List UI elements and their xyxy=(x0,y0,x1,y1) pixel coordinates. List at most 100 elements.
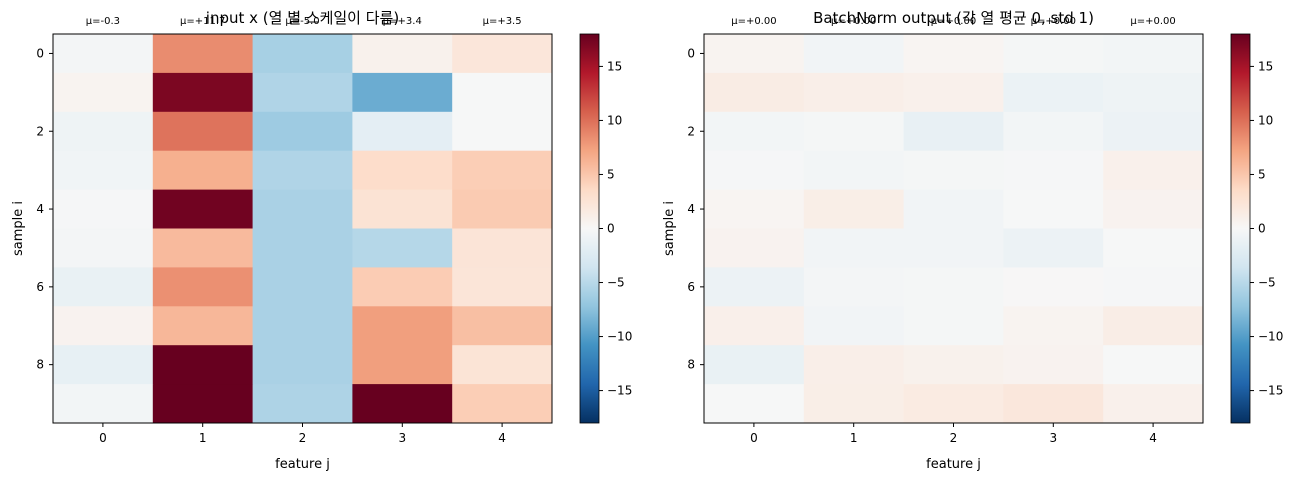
column-mean-annotation: μ=+3.5 xyxy=(483,16,522,27)
y-tick-label: 6 xyxy=(687,280,695,294)
colorbar-tick-label: −10 xyxy=(1258,330,1283,344)
heatmap-cell xyxy=(903,34,1004,74)
y-tick-label: 4 xyxy=(36,202,44,216)
heatmap-cell xyxy=(452,189,553,229)
heatmap-cell xyxy=(1103,72,1204,113)
heatmap-cell xyxy=(352,34,453,74)
colorbar xyxy=(579,33,600,424)
y-axis-label: sample i xyxy=(11,201,26,256)
colorbar-tick-label: 5 xyxy=(1258,167,1266,181)
column-mean-annotation: μ=+0.00 xyxy=(1130,16,1175,27)
colorbar-tick-label: 15 xyxy=(1258,59,1273,73)
heatmap-cell xyxy=(803,228,905,268)
heatmap-cell xyxy=(1103,384,1204,424)
heatmap-cell xyxy=(1003,111,1104,152)
heatmap-cell xyxy=(704,72,805,113)
heatmap-cell xyxy=(803,267,905,307)
heatmap-cell xyxy=(704,228,805,268)
heatmap-cell xyxy=(152,111,254,152)
x-tick-label: 2 xyxy=(950,431,958,445)
heatmap-cell xyxy=(53,306,154,346)
y-tick-label: 2 xyxy=(687,124,695,138)
column-mean-annotation: μ=+0.00 xyxy=(931,16,976,27)
heatmap-cell xyxy=(53,111,154,152)
heatmap-cell xyxy=(1103,111,1204,152)
heatmap-cell xyxy=(704,111,805,152)
heatmap-cell xyxy=(1003,306,1104,346)
x-tick-label: 3 xyxy=(1049,431,1057,445)
heatmap-cell xyxy=(704,150,805,191)
heatmap-cell xyxy=(452,111,553,152)
heatmap-cell xyxy=(452,34,553,74)
heatmap-cell xyxy=(352,111,453,152)
heatmap-cell xyxy=(1003,150,1104,191)
x-tick-label: 4 xyxy=(498,431,506,445)
colorbar-tick-label: 10 xyxy=(607,113,622,127)
heatmap-cell xyxy=(152,267,254,307)
heatmap-cell xyxy=(152,72,254,113)
heatmap-cell xyxy=(452,306,553,346)
heatmap-cell xyxy=(452,345,553,385)
column-mean-annotation: μ=+11.7 xyxy=(180,16,225,27)
heatmap-cell xyxy=(1103,150,1204,191)
heatmap-cell xyxy=(53,384,154,424)
heatmap-cell xyxy=(903,111,1004,152)
x-tick-label: 0 xyxy=(750,431,758,445)
heatmap-cell xyxy=(352,72,453,113)
x-tick-label: 1 xyxy=(199,431,207,445)
heatmap-cell xyxy=(704,34,805,74)
colorbar-tick-label: −15 xyxy=(607,384,632,398)
heatmap-cell xyxy=(252,34,353,74)
heatmap-cell xyxy=(903,345,1004,385)
heatmap-cell xyxy=(352,189,453,229)
colorbar-tick-label: 5 xyxy=(607,167,615,181)
heatmap-cell xyxy=(452,384,553,424)
colorbar-tick-label: 0 xyxy=(607,222,615,236)
heatmap-cell xyxy=(452,228,553,268)
heatmap-cell xyxy=(252,228,353,268)
heatmap-cell xyxy=(1103,189,1204,229)
column-mean-annotation: μ=+0.00 xyxy=(831,16,876,27)
colorbar-tick-label: −15 xyxy=(1258,384,1283,398)
y-tick-label: 2 xyxy=(36,124,44,138)
heatmap-cell xyxy=(252,150,353,191)
heatmap-cell xyxy=(1003,345,1104,385)
heatmap-cell xyxy=(53,228,154,268)
x-tick-label: 3 xyxy=(398,431,406,445)
colorbar-tick-label: 15 xyxy=(607,59,622,73)
heatmap-cell xyxy=(252,72,353,113)
heatmap-cell xyxy=(1103,267,1204,307)
x-axis-label: feature j xyxy=(275,457,330,472)
heatmap-cell xyxy=(903,150,1004,191)
heatmap-cell xyxy=(903,384,1004,424)
x-axis-label: feature j xyxy=(926,457,981,472)
heatmap-cell xyxy=(1003,72,1104,113)
heatmap-cell xyxy=(704,306,805,346)
heatmap-cell xyxy=(452,72,553,113)
heatmap-cell xyxy=(803,384,905,424)
colorbar-tick-label: 0 xyxy=(1258,222,1266,236)
heatmap-cell xyxy=(252,111,353,152)
column-mean-annotation: μ=-5.0 xyxy=(285,16,319,27)
heatmap-cell xyxy=(152,34,254,74)
heatmap-cell xyxy=(252,384,353,424)
y-tick-label: 0 xyxy=(36,46,44,60)
heatmap-cell xyxy=(1103,345,1204,385)
y-tick-label: 0 xyxy=(687,46,695,60)
y-tick-label: 4 xyxy=(687,202,695,216)
heatmap-cell xyxy=(1003,34,1104,74)
heatmap-cell xyxy=(53,150,154,191)
y-tick-label: 8 xyxy=(687,358,695,372)
colorbar-tick-label: −10 xyxy=(607,330,632,344)
heatmap-cell xyxy=(803,111,905,152)
y-axis-label: sample i xyxy=(662,201,677,256)
colorbar-tick-label: −5 xyxy=(1258,276,1276,290)
column-mean-annotation: μ=-0.3 xyxy=(86,16,120,27)
x-tick-label: 4 xyxy=(1149,431,1157,445)
heatmap-cell xyxy=(803,34,905,74)
colorbar xyxy=(1230,33,1251,424)
heatmap-cell xyxy=(1103,228,1204,268)
heatmap-cell xyxy=(1003,189,1104,229)
heatmap-cell xyxy=(152,384,254,424)
